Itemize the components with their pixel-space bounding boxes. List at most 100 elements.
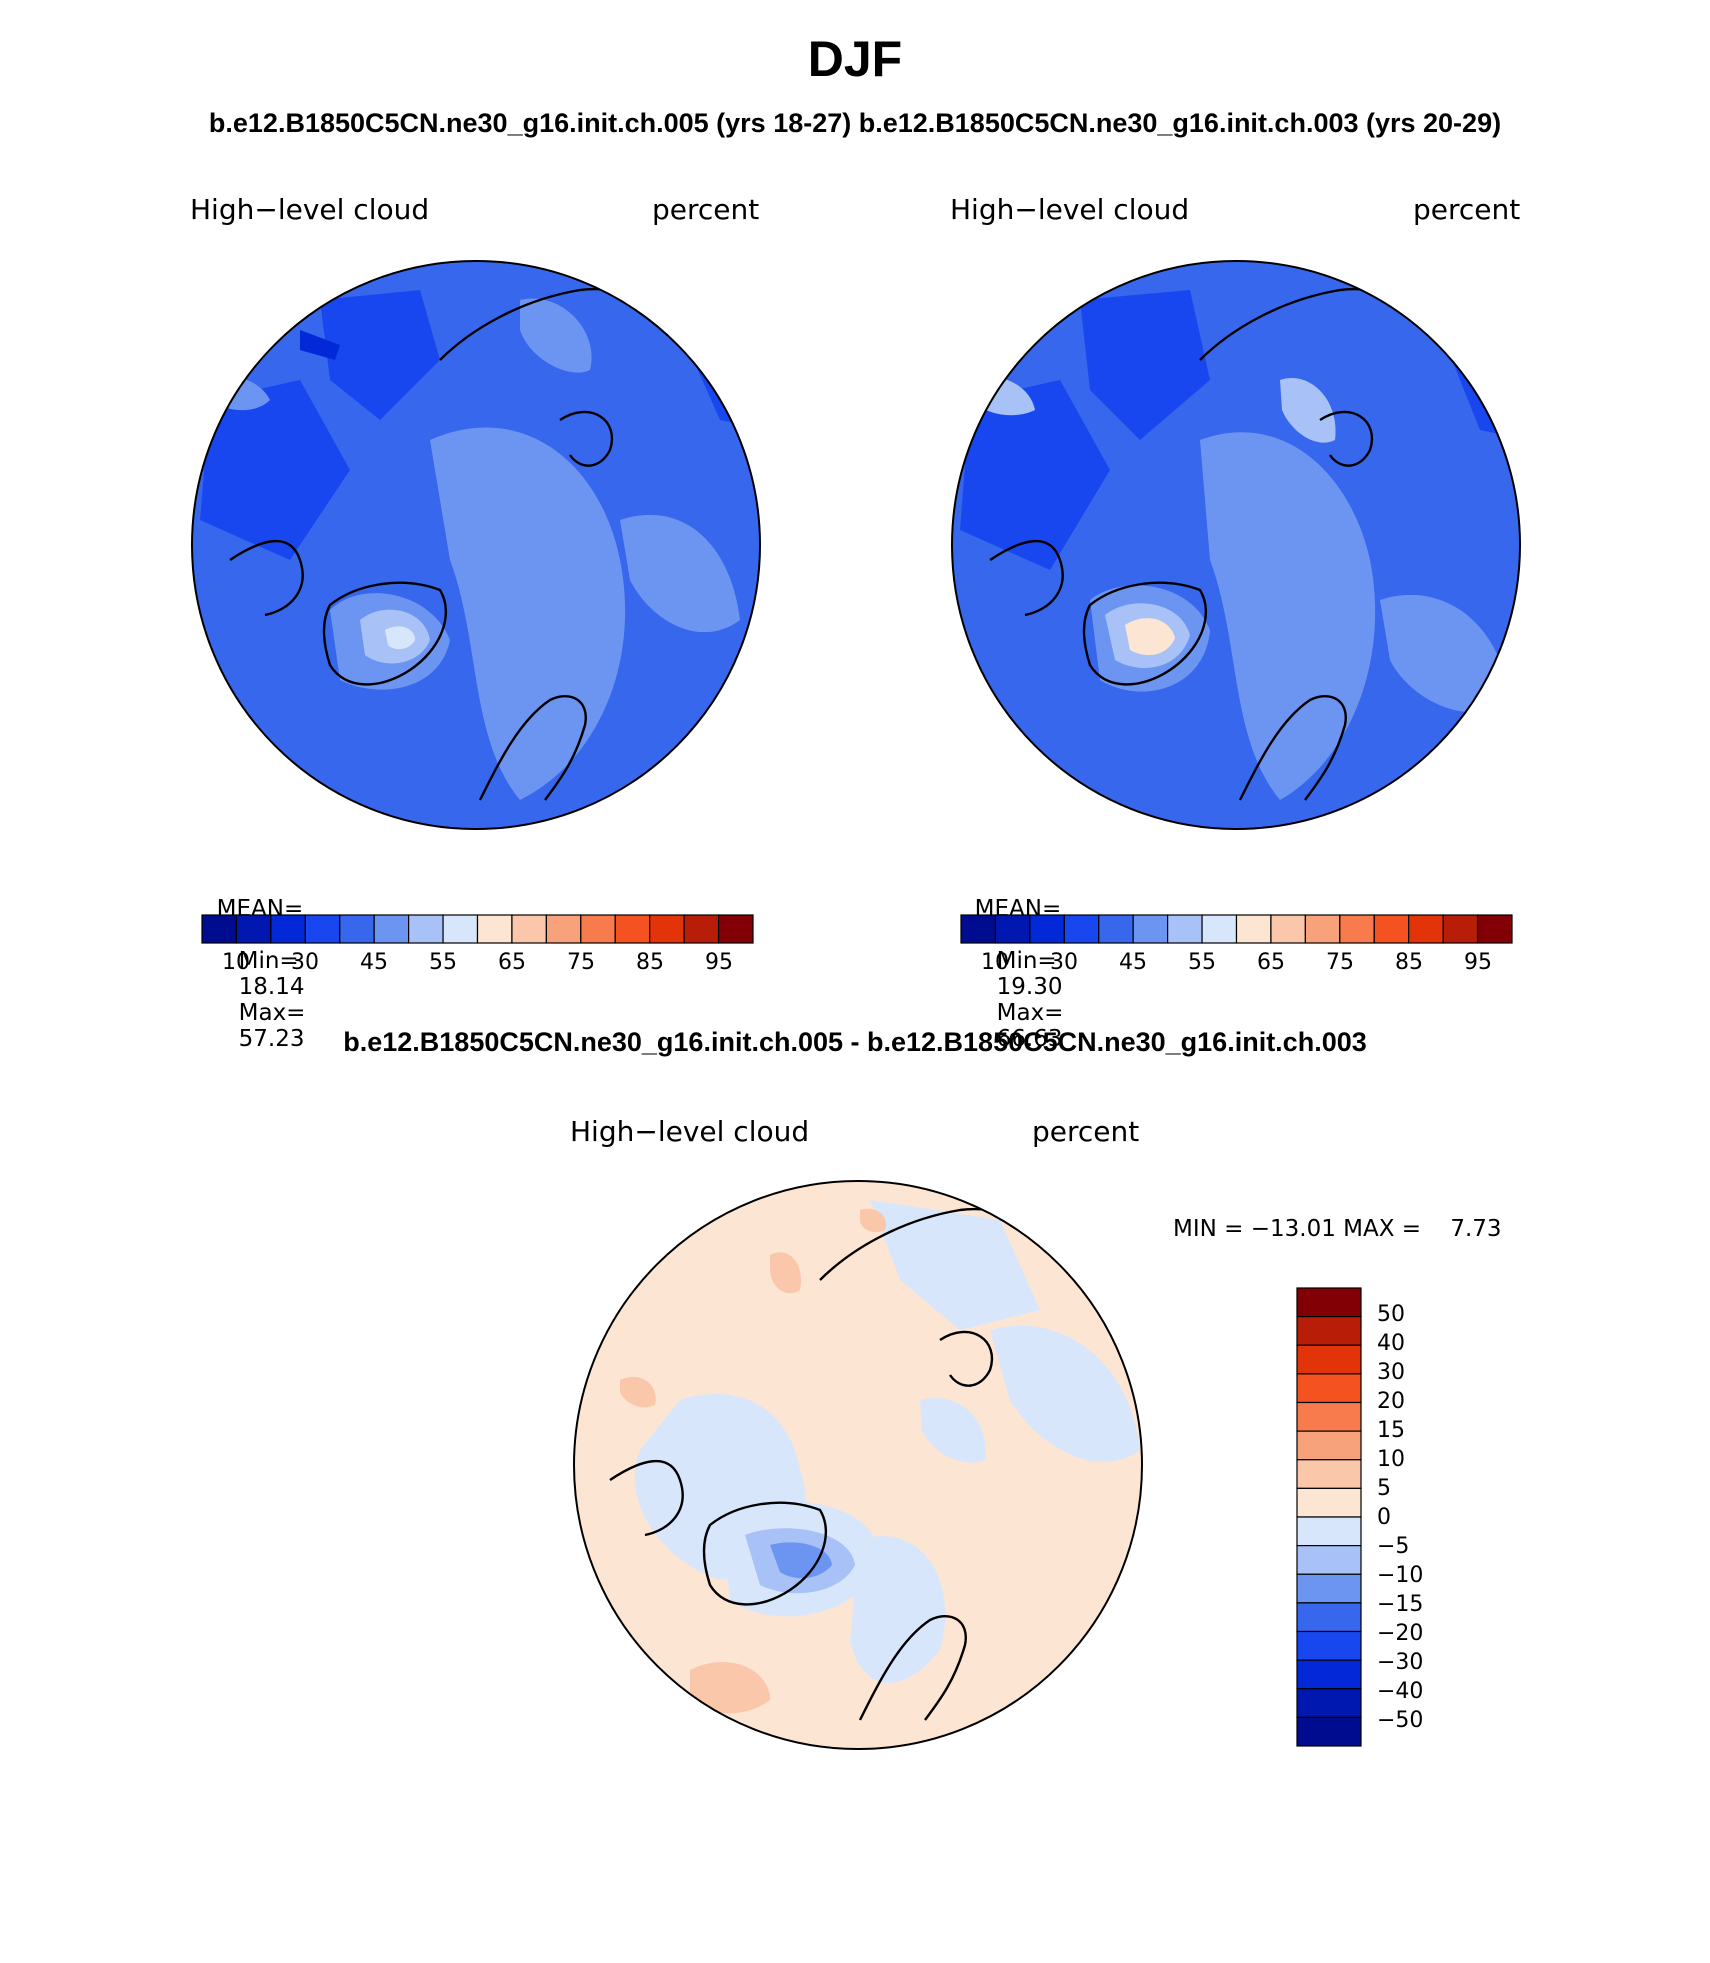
panel1-tick: 55 <box>429 950 457 975</box>
diff-map-border <box>573 1180 1143 1750</box>
colorbar-swatch <box>1296 1344 1362 1375</box>
colorbar-swatch <box>1476 914 1513 944</box>
colorbar-swatch <box>717 914 754 944</box>
diff-tick: −50 <box>1377 1708 1424 1733</box>
colorbar-swatch <box>304 914 341 944</box>
panel1-tick: 95 <box>705 950 733 975</box>
panel2-colorbar <box>960 914 1513 944</box>
case-titles: b.e12.B1850C5CN.ne30_g16.init.ch.005 (yr… <box>208 108 1502 138</box>
colorbar-swatch <box>1270 914 1306 944</box>
diff-tick: −20 <box>1377 1621 1424 1646</box>
diff-tick: 15 <box>1377 1418 1405 1443</box>
colorbar-swatch <box>1296 1373 1362 1404</box>
panel1-tick: 30 <box>291 950 319 975</box>
diff-tick: 5 <box>1377 1476 1391 1501</box>
panel2-map <box>952 261 1520 829</box>
panel1-map-border <box>191 260 761 830</box>
panel2-min: 19.30 <box>996 974 1063 1000</box>
difference-title: b.e12.B1850C5CN.ne30_g16.init.ch.005 - b… <box>343 1027 1367 1057</box>
colorbar-swatch <box>476 914 513 944</box>
panel2-max: 66.63 <box>996 1026 1063 1052</box>
colorbar-swatch <box>1296 1659 1362 1690</box>
panel1-tick: 65 <box>498 950 526 975</box>
colorbar-swatch <box>580 914 616 944</box>
panel1-max-label: Max= <box>238 1000 306 1026</box>
diff-tick: 20 <box>1377 1389 1405 1414</box>
diff-tick: 50 <box>1377 1302 1405 1327</box>
colorbar-swatch <box>960 914 997 944</box>
diff-units: percent <box>1032 1115 1140 1148</box>
panel1-tick: 45 <box>360 950 388 975</box>
colorbar-swatch <box>1442 914 1479 944</box>
diff-map <box>574 1181 1142 1749</box>
colorbar-swatch <box>235 914 272 944</box>
colorbar-swatch <box>1296 1716 1362 1747</box>
colorbar-swatch <box>1296 1401 1362 1432</box>
diff-variable: High−level cloud <box>570 1115 810 1148</box>
colorbar-swatch <box>1339 914 1375 944</box>
colorbar-swatch <box>1296 1459 1362 1489</box>
panel2-tick: 95 <box>1464 950 1492 975</box>
panel1-min: 18.14 <box>238 974 305 1000</box>
diff-tick: −10 <box>1377 1563 1424 1588</box>
panel2-tick: 30 <box>1050 950 1078 975</box>
diff-tick: −5 <box>1377 1534 1410 1559</box>
panel1-tick: 75 <box>567 950 595 975</box>
colorbar-swatch <box>1296 1430 1362 1461</box>
colorbar-swatch <box>614 914 651 944</box>
diff-tick: 30 <box>1377 1360 1405 1385</box>
colorbar-swatch <box>442 914 479 944</box>
diff-minmax: MIN = −13.01 MAX = 7.73 <box>1173 1216 1502 1242</box>
panel1-tick: 85 <box>636 950 664 975</box>
panel2-min-label: Min= <box>996 948 1057 974</box>
panel2-units: percent <box>1413 193 1521 226</box>
colorbar-swatch <box>649 914 685 944</box>
colorbar-swatch <box>1296 1573 1362 1604</box>
panel2-variable: High−level cloud <box>950 193 1190 226</box>
colorbar-swatch <box>1098 914 1134 944</box>
panel1-min-label: Min= <box>238 948 299 974</box>
colorbar-swatch <box>1235 914 1272 944</box>
panel2-tick: 75 <box>1326 950 1354 975</box>
colorbar-swatch <box>270 914 306 944</box>
diff-tick: 10 <box>1377 1447 1405 1472</box>
colorbar-swatch <box>1201 914 1238 944</box>
colorbar-swatch <box>373 914 410 944</box>
colorbar-swatch <box>1296 1316 1362 1346</box>
colorbar-swatch <box>339 914 375 944</box>
figure-title: DJF <box>807 31 903 87</box>
panel2-max-label: Max= <box>996 1000 1064 1026</box>
colorbar-swatch <box>1296 1516 1362 1547</box>
colorbar-swatch <box>1296 1287 1362 1318</box>
colorbar-swatch <box>408 914 444 944</box>
colorbar-swatch <box>1296 1602 1362 1633</box>
colorbar-swatch <box>1408 914 1444 944</box>
colorbar-swatch <box>1132 914 1169 944</box>
panel1-tick: 10 <box>222 950 250 975</box>
colorbar-swatch <box>994 914 1031 944</box>
colorbar-swatch <box>1296 1487 1362 1518</box>
colorbar-swatch <box>1373 914 1410 944</box>
colorbar-swatch <box>1029 914 1065 944</box>
panel1-colorbar <box>201 914 754 944</box>
colorbar-swatch <box>1296 1688 1362 1718</box>
panel1-max: 57.23 <box>238 1026 305 1052</box>
diff-tick: −40 <box>1377 1679 1424 1704</box>
panel2-map-border <box>951 260 1521 830</box>
colorbar-swatch <box>683 914 720 944</box>
panel1-map <box>192 261 760 829</box>
colorbar-swatch <box>1296 1545 1362 1575</box>
colorbar-swatch <box>1304 914 1341 944</box>
colorbar-swatch <box>511 914 547 944</box>
diff-tick: −30 <box>1377 1650 1424 1675</box>
panel2-tick: 10 <box>981 950 1009 975</box>
colorbar-swatch <box>1167 914 1203 944</box>
colorbar-swatch <box>545 914 582 944</box>
diff-colorbar <box>1296 1287 1362 1747</box>
panel2-tick: 85 <box>1395 950 1423 975</box>
panel1-variable: High−level cloud <box>190 193 430 226</box>
panel2-tick: 55 <box>1188 950 1216 975</box>
diff-tick: 0 <box>1377 1505 1391 1530</box>
colorbar-swatch <box>201 914 238 944</box>
